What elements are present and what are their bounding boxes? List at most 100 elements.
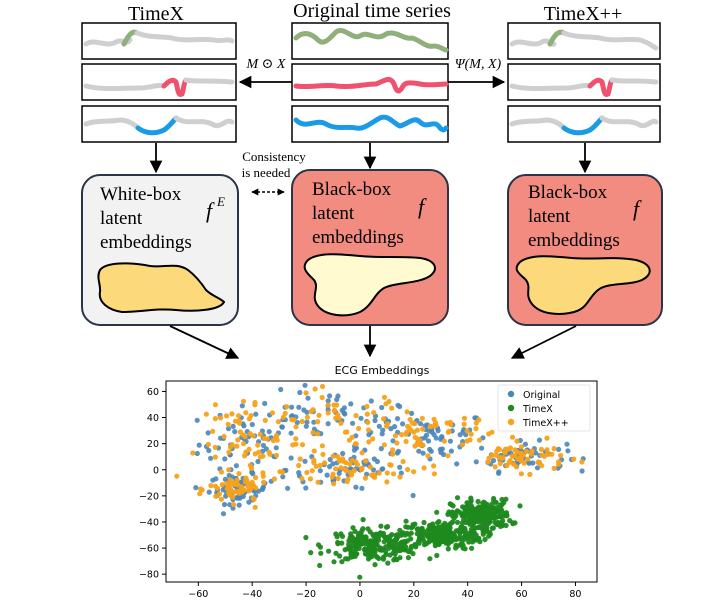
scatter-point bbox=[225, 426, 232, 432]
timexpp-series-group bbox=[507, 22, 661, 143]
scatter-point bbox=[386, 540, 392, 547]
scatter-point bbox=[219, 482, 225, 488]
scatter-point bbox=[423, 432, 430, 438]
scatter-point bbox=[459, 442, 465, 448]
scatter-point bbox=[236, 471, 242, 477]
scatter-point bbox=[288, 455, 294, 461]
scatter-point bbox=[358, 531, 364, 537]
timexpp-series-2-gray-tail bbox=[609, 77, 659, 85]
scatter-point bbox=[365, 419, 371, 425]
scatter-point bbox=[536, 437, 543, 443]
scatter-point bbox=[317, 462, 323, 468]
blackbox-timexpp-label-line1: Black-box bbox=[528, 182, 608, 203]
scatter-point bbox=[408, 427, 414, 434]
scatter-point bbox=[340, 450, 346, 457]
scatter-point bbox=[273, 452, 280, 458]
scatter-point bbox=[376, 423, 382, 429]
scatter-point bbox=[203, 411, 209, 417]
scatter-point bbox=[409, 525, 415, 531]
scatter-point bbox=[344, 429, 350, 435]
scatter-point bbox=[355, 535, 361, 542]
scatter-point bbox=[226, 449, 232, 455]
scatter-point bbox=[257, 454, 263, 460]
scatter-points bbox=[174, 382, 586, 580]
legend-label-original: Original bbox=[523, 390, 560, 401]
scatter-point bbox=[461, 421, 467, 427]
scatter-point bbox=[551, 446, 557, 452]
scatter-point bbox=[331, 481, 337, 487]
scatter-point bbox=[518, 471, 525, 477]
scatter-point bbox=[221, 433, 227, 440]
scatter-point bbox=[440, 451, 447, 458]
scatter-point bbox=[237, 429, 243, 435]
scatter-point bbox=[460, 545, 466, 551]
scatter-point bbox=[476, 437, 483, 443]
consistency-line1: Consistency bbox=[242, 149, 306, 164]
scatter-point bbox=[405, 466, 411, 473]
scatter-point bbox=[212, 454, 218, 460]
scatter-point bbox=[210, 477, 216, 483]
scatter-point bbox=[363, 458, 369, 464]
scatter-point bbox=[400, 421, 406, 427]
blackbox-original-label-line3: embeddings bbox=[312, 227, 404, 248]
scatter-point bbox=[397, 464, 403, 470]
scatter-point bbox=[356, 425, 362, 432]
scatter-point bbox=[275, 419, 281, 425]
scatter-point bbox=[420, 450, 426, 456]
scatter-point bbox=[421, 528, 427, 534]
scatter-point bbox=[389, 405, 395, 411]
scatter-point bbox=[431, 471, 437, 477]
scatter-point bbox=[436, 519, 442, 525]
timexpp-series-3-highlight bbox=[561, 115, 605, 136]
timex-series-2-gray-tail bbox=[183, 77, 235, 85]
scatter-point bbox=[471, 537, 477, 543]
scatter-point bbox=[236, 413, 242, 419]
scatter-point bbox=[544, 447, 550, 453]
scatter-point bbox=[475, 524, 481, 531]
scatter-point bbox=[414, 531, 420, 537]
scatter-point bbox=[318, 550, 324, 556]
scatter-point bbox=[252, 399, 258, 406]
scatter-point bbox=[344, 478, 350, 485]
scatter-point bbox=[341, 405, 347, 411]
scatter-point bbox=[206, 489, 212, 495]
scatter-point bbox=[247, 431, 253, 437]
timexpp-series-2-gray bbox=[509, 82, 593, 91]
scatter-point bbox=[428, 423, 434, 429]
scatter-point bbox=[242, 479, 248, 485]
scatter-point bbox=[440, 522, 446, 529]
scatter-point bbox=[425, 438, 432, 444]
scatter-point bbox=[319, 443, 325, 449]
scatter-point bbox=[193, 485, 199, 491]
timex-series-group bbox=[81, 22, 237, 143]
scatter-point bbox=[362, 475, 368, 481]
scatter-series-timex bbox=[303, 495, 523, 580]
scatter-point bbox=[473, 420, 479, 426]
scatter-point bbox=[394, 440, 400, 446]
scatter-point bbox=[366, 439, 372, 445]
scatter-point bbox=[226, 467, 232, 473]
scatter-point bbox=[520, 452, 526, 458]
scatter-point bbox=[257, 431, 263, 437]
scatter-point bbox=[377, 547, 383, 553]
scatter-point bbox=[246, 499, 252, 505]
scatter-point bbox=[212, 416, 218, 422]
scatter-point bbox=[304, 409, 310, 415]
scatter-point bbox=[358, 415, 364, 421]
scatter-point bbox=[380, 556, 387, 562]
original-series-2 bbox=[293, 76, 449, 94]
timex-series-2-gray bbox=[83, 82, 167, 91]
scatter-point bbox=[404, 409, 410, 415]
scatter-point bbox=[571, 456, 577, 462]
scatter-point bbox=[348, 401, 354, 407]
scatter-point bbox=[338, 420, 344, 426]
legend-label-timex: TimeX bbox=[522, 404, 553, 415]
scatter-point bbox=[274, 437, 280, 443]
scatter-point bbox=[197, 491, 203, 497]
scatter-point bbox=[410, 551, 416, 557]
scatter-point bbox=[427, 446, 433, 452]
scatter-point bbox=[249, 421, 255, 428]
scatter-point bbox=[544, 435, 550, 441]
scatter-point bbox=[376, 470, 382, 476]
scatter-point bbox=[468, 431, 474, 437]
